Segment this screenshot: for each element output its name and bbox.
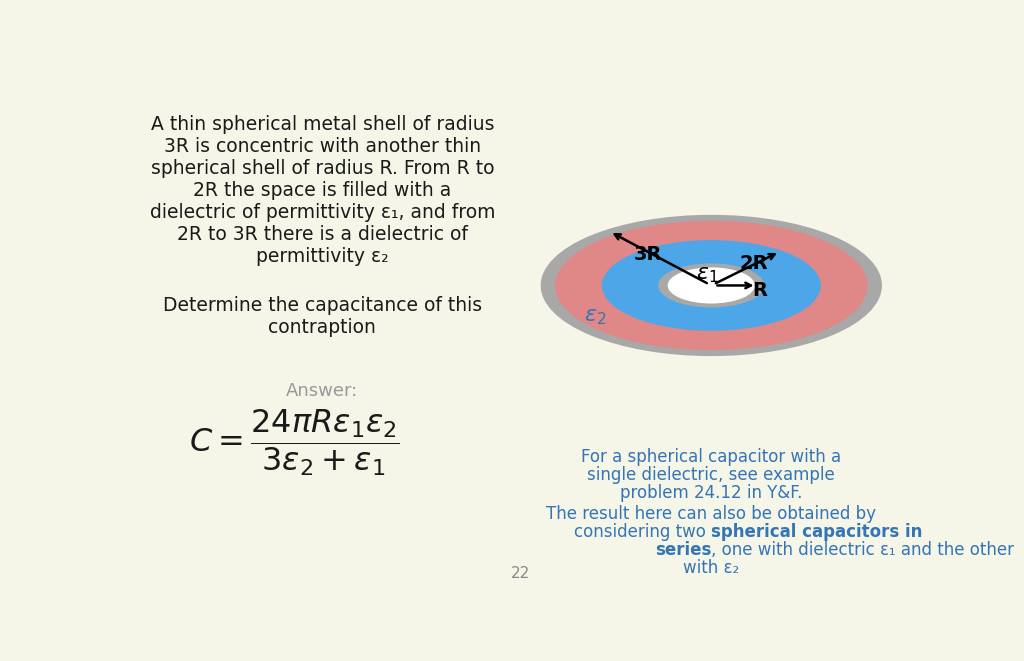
Text: considering two: considering two: [574, 523, 712, 541]
Text: $\varepsilon_1$: $\varepsilon_1$: [696, 265, 719, 286]
Ellipse shape: [555, 221, 867, 350]
Text: The result here can also be obtained by: The result here can also be obtained by: [546, 505, 877, 524]
Ellipse shape: [541, 215, 882, 356]
Text: with ε₂: with ε₂: [683, 559, 739, 577]
Text: 2R: 2R: [739, 254, 768, 273]
Text: spherical capacitors in: spherical capacitors in: [712, 523, 923, 541]
Text: 3R: 3R: [634, 245, 663, 264]
Ellipse shape: [658, 264, 765, 307]
Ellipse shape: [668, 268, 755, 303]
Text: $\varepsilon_2$: $\varepsilon_2$: [584, 307, 606, 327]
Text: , one with dielectric ε₁ and the other: , one with dielectric ε₁ and the other: [712, 541, 1015, 559]
Text: Answer:: Answer:: [287, 382, 358, 400]
Text: single dielectric, see example: single dielectric, see example: [588, 466, 836, 484]
Text: R: R: [753, 281, 768, 300]
Text: A thin spherical metal shell of radius
3R is concentric with another thin
spheri: A thin spherical metal shell of radius 3…: [150, 115, 496, 266]
Text: series: series: [655, 541, 712, 559]
Ellipse shape: [602, 240, 821, 330]
Text: $C = \dfrac{24\pi R\varepsilon_1\varepsilon_2}{3\varepsilon_2 + \varepsilon_1}$: $C = \dfrac{24\pi R\varepsilon_1\varepsi…: [189, 408, 400, 479]
Text: For a spherical capacitor with a: For a spherical capacitor with a: [582, 448, 842, 466]
Text: Determine the capacitance of this
contraption: Determine the capacitance of this contra…: [163, 295, 482, 336]
Text: problem 24.12 in Y&F.: problem 24.12 in Y&F.: [621, 484, 803, 502]
Text: 22: 22: [511, 566, 530, 580]
